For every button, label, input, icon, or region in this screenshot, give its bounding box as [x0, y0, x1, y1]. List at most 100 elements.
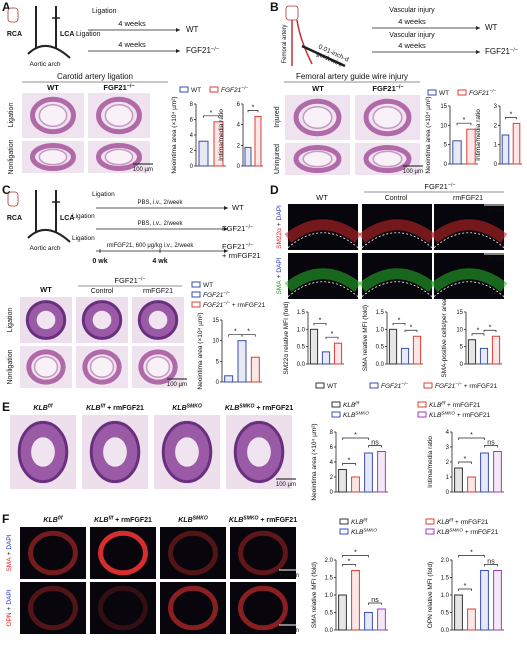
legend-label-part: KLB [343, 412, 356, 419]
label: 4 weeks [398, 17, 426, 26]
micrograph [90, 582, 156, 634]
bar [493, 451, 502, 493]
label: Ligation [92, 8, 117, 15]
row-label-part: + [276, 222, 283, 226]
bar [351, 570, 360, 631]
legend-swatch [425, 518, 435, 525]
y-tick-label: 1.5 [441, 576, 450, 582]
label-part: FGF21 [222, 224, 245, 233]
column-group-label-part: FGF21 [114, 276, 137, 285]
y-tick-label: 0.0 [376, 362, 385, 368]
tissue [284, 219, 362, 243]
column-label: WT [40, 285, 52, 294]
legend-label-part: −/− [401, 382, 408, 387]
tissue [358, 268, 436, 292]
y-tick-label: 0.5 [441, 611, 450, 617]
panel-letter: F [2, 512, 9, 526]
significance-bracket [392, 322, 406, 326]
mouse-icon [7, 7, 19, 23]
vessel-lumen [148, 310, 168, 330]
vessel-ring [98, 530, 148, 576]
legend-label-part: KLB [429, 412, 442, 419]
significance-bracket [342, 463, 356, 466]
bar [377, 451, 386, 493]
y-tick-label: 0.0 [325, 628, 334, 634]
y-tick-label: 0 [237, 164, 241, 170]
y-tick-label: 10 [212, 339, 219, 345]
lamina [287, 232, 359, 249]
legend-label: KLBf/f + rmFGF21 [429, 401, 481, 410]
significance-bracket [368, 445, 382, 448]
y-axis-label: SMA relative MFI (fold) [362, 305, 369, 371]
legend-label-part: KLB [351, 519, 364, 526]
legend-label: WT [203, 282, 213, 289]
bar [479, 347, 489, 365]
significance-label: * [398, 317, 401, 324]
vessel-ring [238, 530, 288, 576]
row-label: SM22α + DAPI [276, 205, 283, 249]
bar [254, 115, 262, 167]
label: + rmFGF21 [222, 251, 261, 260]
legend-label-part: −/− [489, 89, 496, 94]
vessel-wall [30, 96, 76, 135]
significance-label: * [348, 559, 351, 566]
label: 4 weeks [118, 19, 146, 28]
significance-bracket [471, 333, 485, 336]
row-label-part: DAPI [6, 589, 13, 604]
significance-bracket [325, 336, 339, 340]
row-label-part: SMA [6, 557, 13, 572]
column-label: WT [312, 84, 324, 93]
femoral-artery [291, 19, 313, 66]
column-label-part: FGF21 [103, 83, 126, 92]
lamina [361, 281, 433, 298]
vessel-lumen [33, 356, 59, 378]
significance-bracket [484, 564, 498, 567]
legend-label-part: FGF21 [381, 383, 402, 390]
y-tick-label: 15 [440, 104, 447, 110]
legend-swatch [423, 382, 433, 389]
legend-label: KLBSMKO + rmFGF21 [437, 528, 499, 537]
y-tick-label: 0 [494, 162, 498, 168]
legend-label-part: KLB [351, 529, 364, 536]
y-tick-label: 1.5 [297, 310, 306, 316]
y-axis-label: OPN relative MFI (fold) [427, 562, 434, 628]
row-label-part: DAPI [6, 534, 13, 549]
vessel-label: RCA [7, 215, 22, 222]
bar [412, 335, 422, 365]
bar [454, 467, 463, 493]
scale-label: 100 µm [403, 169, 423, 175]
column-label-part: SMKO [187, 404, 202, 410]
mouse-icon [285, 5, 299, 21]
legend-label: FGF21−/− [381, 382, 408, 391]
legend-label: FGF21−/− + rmFGF21 [435, 382, 498, 391]
label-part: −/− [245, 243, 253, 249]
column-label-part: −/− [396, 85, 404, 91]
label: Ligation [72, 235, 95, 242]
bar [244, 146, 252, 167]
bar [512, 122, 521, 165]
significance-label: ns [487, 440, 495, 447]
column-label: Control [91, 288, 114, 295]
vessel-lumen [31, 437, 55, 467]
bar [501, 134, 510, 165]
y-tick-label: 0.0 [441, 628, 450, 634]
vessel-ring [98, 585, 148, 631]
column-label-part: KLB [225, 405, 239, 412]
legend-label: KLBf/f + rmFGF21 [437, 518, 489, 527]
timeline-label: 4 wk [152, 258, 167, 265]
y-tick-label: 1.0 [325, 593, 334, 599]
legend-label-part: SMKO [363, 528, 377, 533]
vessel-ring [168, 585, 218, 631]
column-label-part: KLB [94, 517, 108, 524]
column-label-part: + rmFGF21 [113, 517, 152, 524]
legend-label-part: KLB [429, 402, 442, 409]
legend-swatch [369, 382, 379, 389]
row-label-part: + [276, 274, 283, 278]
vessel-lumen [247, 437, 271, 467]
legend-swatch [179, 86, 189, 93]
y-tick-label: 1.5 [325, 576, 334, 582]
legend-label: KLBSMKO + rmFGF21 [429, 411, 491, 420]
significance-bracket [342, 564, 356, 567]
legend-label-part: −/− [223, 291, 230, 296]
